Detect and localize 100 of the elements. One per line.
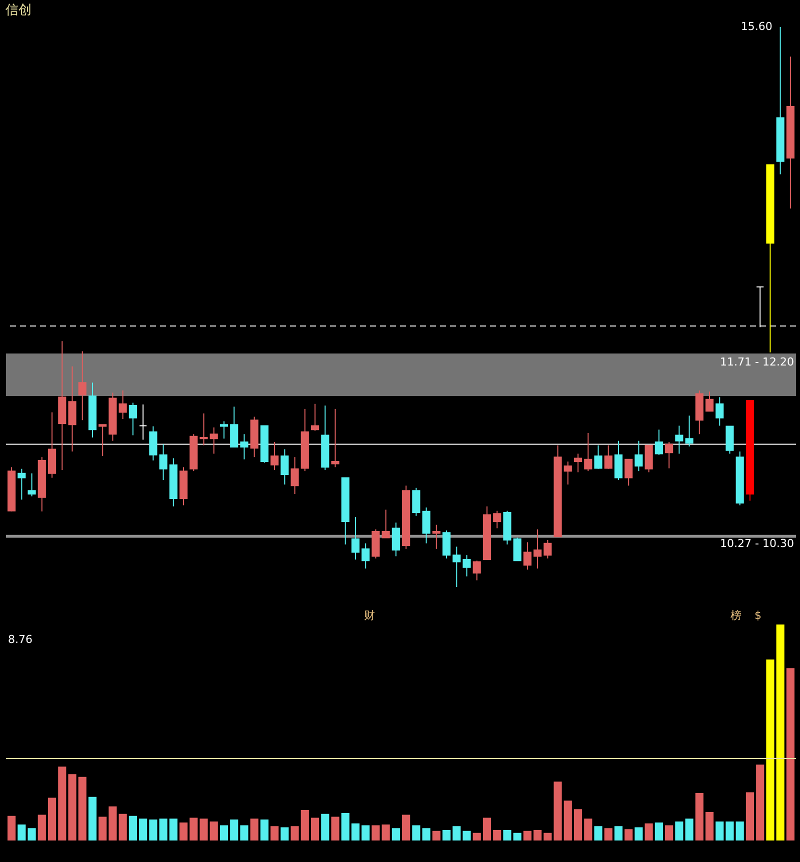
candlestick	[351, 516, 360, 560]
candlestick	[331, 408, 340, 468]
candlestick	[200, 412, 208, 446]
candlestick	[270, 441, 279, 470]
candlestick	[716, 396, 724, 426]
bar	[402, 814, 410, 840]
text: 财	[364, 609, 375, 622]
bar	[462, 830, 471, 840]
bar	[422, 828, 430, 840]
candlestick	[452, 546, 461, 588]
bar	[594, 826, 602, 840]
candlestick	[564, 461, 572, 486]
candlestick	[362, 542, 370, 570]
bar	[726, 821, 734, 840]
bar	[351, 823, 360, 840]
candlestick	[462, 554, 471, 577]
bar	[190, 818, 198, 840]
candlestick	[310, 403, 320, 432]
bar	[200, 818, 208, 840]
candlestick	[139, 404, 148, 440]
candlestick	[210, 426, 218, 454]
bar	[88, 796, 97, 840]
candlestick	[624, 458, 633, 486]
bar	[766, 660, 774, 840]
candlestick	[544, 539, 552, 559]
bar	[38, 814, 46, 840]
text: $	[754, 609, 762, 622]
candlestick	[240, 434, 248, 460]
bar	[169, 818, 178, 840]
bar	[604, 828, 612, 840]
bar	[8, 816, 16, 840]
candlestick	[432, 524, 440, 550]
bar	[300, 810, 309, 840]
bar	[472, 832, 481, 840]
bar	[614, 826, 623, 840]
bar	[644, 823, 653, 840]
candlestick	[675, 425, 684, 454]
candlestick	[442, 530, 451, 559]
bar	[513, 832, 522, 840]
candlestick	[18, 468, 26, 500]
bar	[128, 816, 137, 840]
candlestick	[78, 350, 86, 421]
bar	[392, 828, 400, 840]
bar	[280, 827, 289, 840]
bar	[432, 830, 440, 840]
candlestick	[594, 444, 602, 470]
bar	[68, 774, 76, 840]
annotation: 15.60	[740, 20, 772, 33]
bar	[139, 818, 148, 840]
bar	[685, 818, 694, 840]
bar	[716, 821, 724, 840]
candlestick	[290, 456, 299, 495]
bar	[362, 825, 370, 840]
bar	[98, 816, 107, 840]
bar	[321, 814, 330, 840]
bar	[493, 830, 502, 840]
bar	[260, 820, 268, 840]
bar	[776, 624, 784, 840]
bar	[210, 821, 218, 840]
bar	[310, 818, 320, 840]
bar	[534, 830, 542, 840]
bar	[665, 825, 674, 840]
candlestick	[149, 426, 158, 461]
candlestick	[644, 444, 653, 473]
bar	[412, 825, 420, 840]
bar	[159, 818, 168, 840]
candlestick	[705, 391, 714, 412]
candlestick	[513, 537, 522, 562]
bar	[382, 824, 390, 840]
bar	[331, 816, 340, 840]
bar	[654, 822, 663, 840]
candlestick	[280, 448, 289, 486]
candlestick	[68, 366, 76, 452]
candlestick	[584, 432, 592, 472]
bar	[554, 782, 562, 840]
candlestick	[523, 542, 532, 570]
candlestick	[534, 528, 542, 570]
candlestick	[392, 522, 400, 557]
bar	[341, 813, 350, 840]
candlestick	[412, 487, 420, 516]
bar	[564, 800, 572, 840]
bar	[48, 798, 56, 840]
band-label: 11.71 - 12.20	[720, 355, 794, 368]
candlestick	[422, 506, 430, 544]
candlestick	[230, 406, 238, 448]
candlestick	[118, 390, 127, 420]
bar	[28, 828, 36, 840]
bar	[705, 812, 714, 840]
bar	[634, 827, 643, 840]
bar	[78, 776, 86, 840]
annotation: 8.76	[8, 633, 32, 646]
bar	[756, 764, 764, 840]
bar	[18, 824, 26, 840]
bar	[544, 832, 552, 840]
candlestick	[574, 453, 582, 473]
bar	[574, 809, 582, 840]
bar	[108, 806, 117, 840]
candlestick	[614, 440, 623, 481]
candlestick	[382, 509, 390, 538]
candlestick	[604, 444, 612, 470]
